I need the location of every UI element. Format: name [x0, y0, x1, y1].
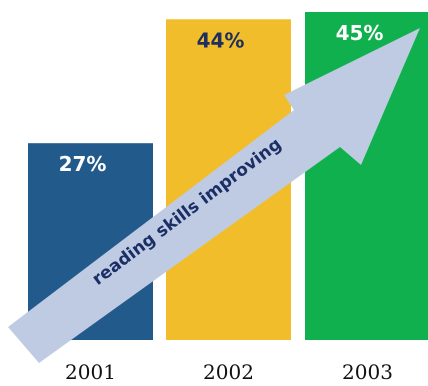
bar-value-label-2002: 44%: [197, 28, 245, 52]
trend-arrow-shape: [8, 28, 420, 363]
bar-value-label-2001: 27%: [59, 152, 107, 176]
x-tick-label-2001: 2001: [65, 360, 116, 384]
x-tick-label-2003: 2003: [342, 360, 393, 384]
x-tick-label-2002: 2002: [203, 360, 254, 384]
bar-value-label-2003: 45%: [336, 21, 384, 45]
x-axis-ticks: 2001 2002 2003: [65, 360, 393, 384]
